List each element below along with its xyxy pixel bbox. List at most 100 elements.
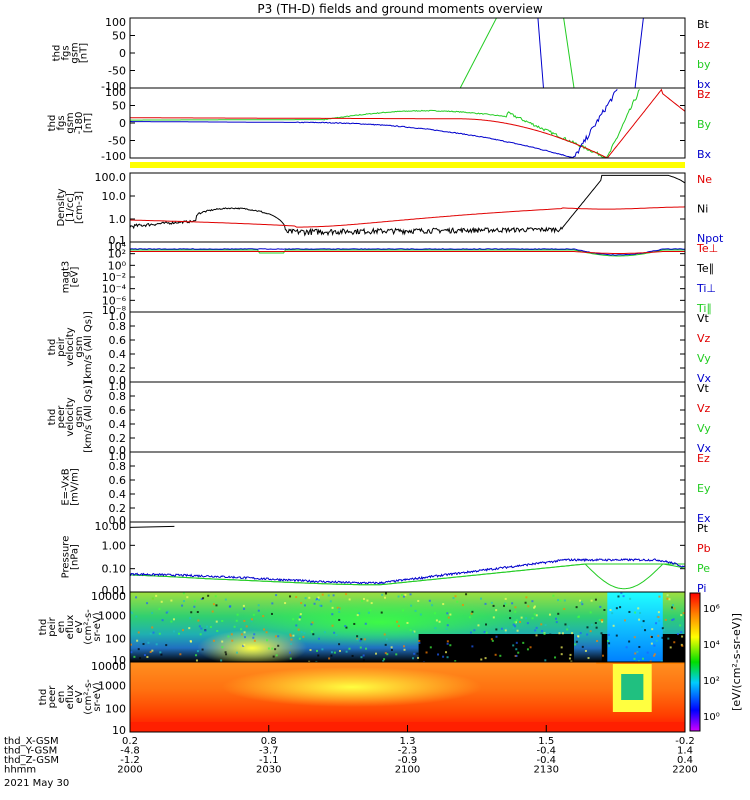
spectrogram-pixel [265,631,268,634]
y-tick-label: 0.8 [109,460,127,473]
spectrogram-pixel [469,631,472,634]
spectrogram-pixel [456,600,459,603]
y-axis-label: thd [47,339,58,356]
spectrogram-pixel [544,659,547,662]
spectrogram-pixel [515,641,518,644]
panel-frame [129,451,686,523]
y-axis-label: magt3 [61,261,72,294]
spectrogram-pixel [243,619,246,622]
spectrogram-pixel [471,610,474,613]
spectrogram-pixel [535,614,538,617]
spectrogram-pixel [543,632,546,635]
y-axis-label: [nPa] [70,544,81,570]
spectrogram-pixel [149,632,152,635]
y-axis-label: [nT] [83,113,94,133]
legend-entry: Te∥ [696,262,714,275]
x-tick-label: -3.7 [259,746,279,757]
spectrogram-pixel [151,597,154,600]
panel-3: Density[1/cc][cm-3] 100.0 10.0 1.0 0.1 Ne Ni Np… [56,171,724,247]
spectrogram-pixel [381,593,384,596]
y-axis-label: fgs [56,115,67,130]
spectrogram-pixel [323,631,326,634]
panel-frame [129,311,686,383]
spectrogram-pixel [607,644,610,647]
spectrogram-pixel [329,600,332,603]
y-axis-label: sr-eV) [92,682,103,711]
y-tick-label: 0.0 [109,374,127,387]
spectrogram-pixel [311,630,314,633]
spectrogram-pixel [646,651,649,654]
y-tick-label: 100 [105,633,126,646]
y-axis-label: peer [56,405,67,429]
spectrogram-pixel [289,595,292,598]
spectrogram-pixel [385,638,388,641]
spectrogram-pixel [299,613,302,616]
spectrogram-pixel [201,648,204,651]
spectrogram-pixel [603,608,606,611]
spectrogram-pixel [382,660,385,662]
spectrogram-pixel [446,642,449,645]
x-tick-label: 1.5 [538,736,554,747]
spectrogram-pixel [564,623,567,626]
spectrogram-pixel [137,631,140,634]
y-tick-label: 0.6 [109,404,127,417]
spectrogram-pixel [221,620,224,623]
spectrogram-pixel [674,657,677,660]
y-axis-label: thd [52,45,63,62]
spectrogram-pixel [533,606,536,609]
y-tick-label: 50 [112,30,126,43]
spectrogram-pixel [316,649,319,652]
y-axis-label: Pressure [61,536,72,579]
legend-entry: by [697,58,711,71]
colorbar: 10⁶ 10⁴ 10² 10⁰ [eV/(cm²-s-sr-eV)] [689,592,743,732]
spectrogram-pixel [321,648,324,651]
colorbar-tick-label: 10⁴ [703,640,720,651]
spectrogram-pixel [200,598,203,601]
spectrogram-pixel [338,643,341,646]
y-axis-label: gsm [65,112,76,133]
spectrogram-pixel [535,626,538,629]
y-tick-label: 10⁻⁶ [102,294,127,307]
colorbar-tick-label: 10⁰ [703,712,720,723]
panel-8: Pressure[nPa] 10.00 1.00 0.10 0.01 Pt Pb Pe Pi [61,520,711,597]
x-tick-label: 2100 [395,765,420,776]
legend-entry: By [697,118,712,131]
spectrogram-pixel [505,627,508,630]
spectrogram-pixel [446,640,449,643]
spectrogram-pixel [345,626,348,629]
spectrogram-pixel [299,616,302,619]
spectrogram-pixel [289,657,292,660]
spectrogram-pixel [284,602,287,605]
spectrogram-pixel [130,643,133,646]
spectrogram-pixel [485,631,488,634]
spectrogram-pixel [501,639,504,642]
spectrogram-pixel [655,622,658,625]
legend-entry: Vx [697,372,712,385]
spectrogram-pixel [515,648,518,651]
spectrogram-pixel [625,646,628,649]
colorbar-tick-label: 10⁶ [703,604,720,615]
panel-8-series [130,525,685,590]
spectrogram-pixel [612,624,615,627]
series-pt [130,525,175,528]
y-axis-label: eflux [65,685,76,710]
spectrogram-pixel [390,646,393,649]
spectrogram-pixel [578,615,581,618]
spectrogram-pixel [312,633,315,636]
spectrogram-pixel [333,651,336,654]
spectrogram-pixel [212,639,215,642]
spectrogram-pixel [571,632,574,635]
spectrogram-pixel [332,594,335,597]
spectrogram-pixel [369,609,372,612]
spectrogram-pixel [494,653,497,656]
y-tick-label: 100.0 [95,171,127,184]
spectrogram-pixel [512,627,515,630]
spectrogram-pixel [499,654,502,657]
spectrogram-pixel [577,635,580,638]
spectrogram-pixel [242,604,245,607]
spectrogram-pixel [437,653,440,656]
spectrogram-pixel [531,617,534,620]
spectrogram-feature [621,674,644,700]
